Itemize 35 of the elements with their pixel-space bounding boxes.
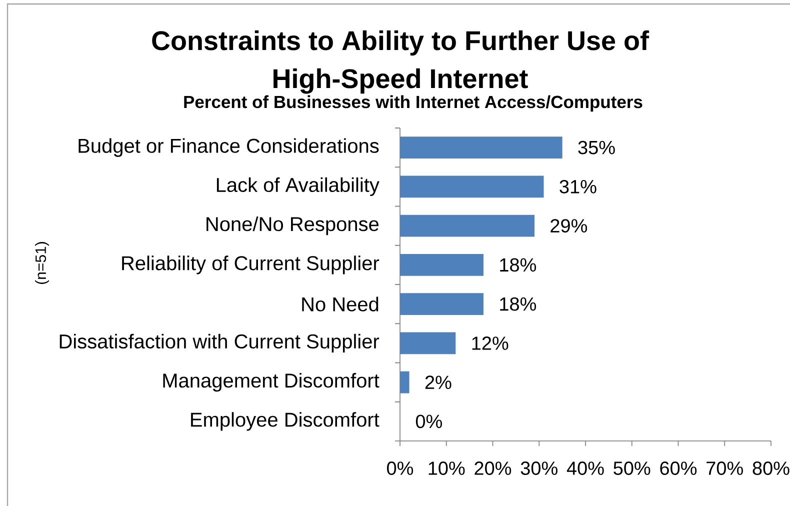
y-tick-label: Management Discomfort — [163, 372, 380, 392]
y-tick-label: No Need — [302, 296, 378, 312]
y-tick-label: Lack of Availability — [216, 177, 380, 196]
data-label: 12% — [472, 336, 508, 350]
data-label: 0% — [416, 414, 442, 428]
x-tick-label: 50% — [614, 462, 650, 475]
y-tick-label: Dissatisfaction with Current Supplier — [60, 334, 380, 353]
y-tick-label: Budget or Finance Considerations — [78, 138, 379, 157]
data-label: 18% — [500, 258, 536, 272]
chart-subtitle: Percent of Businesses with Internet Access/Computers — [184, 95, 642, 112]
y-tick-label: None/No Response — [206, 216, 379, 236]
data-label: 29% — [550, 219, 588, 233]
x-tick-label: 20% — [474, 462, 512, 475]
data-label: 31% — [560, 180, 596, 194]
x-tick-label: 70% — [706, 462, 743, 475]
chart-title: Constraints to Ability to Further Use of High-Speed Internet — [152, 30, 650, 94]
x-tick-label: 10% — [428, 462, 465, 475]
x-tick-label: 0% — [387, 462, 414, 475]
bar — [400, 214, 534, 237]
bar — [400, 332, 456, 354]
bar — [400, 136, 562, 159]
y-tick-label: Employee Discomfort — [191, 412, 380, 431]
data-label: 35% — [578, 140, 615, 154]
y-axis-title: (n=51) — [35, 242, 49, 284]
bar — [400, 293, 484, 316]
x-tick-label: 80% — [752, 462, 790, 475]
bar — [400, 254, 484, 276]
data-label: 18% — [500, 297, 536, 311]
x-tick-label: 30% — [520, 462, 558, 475]
data-label: 2% — [425, 376, 452, 389]
bar — [400, 371, 410, 394]
bar — [400, 176, 544, 198]
x-tick-label: 40% — [566, 462, 604, 475]
x-tick-label: 60% — [660, 462, 697, 475]
y-tick-label: Reliability of Current Supplier — [122, 256, 380, 274]
